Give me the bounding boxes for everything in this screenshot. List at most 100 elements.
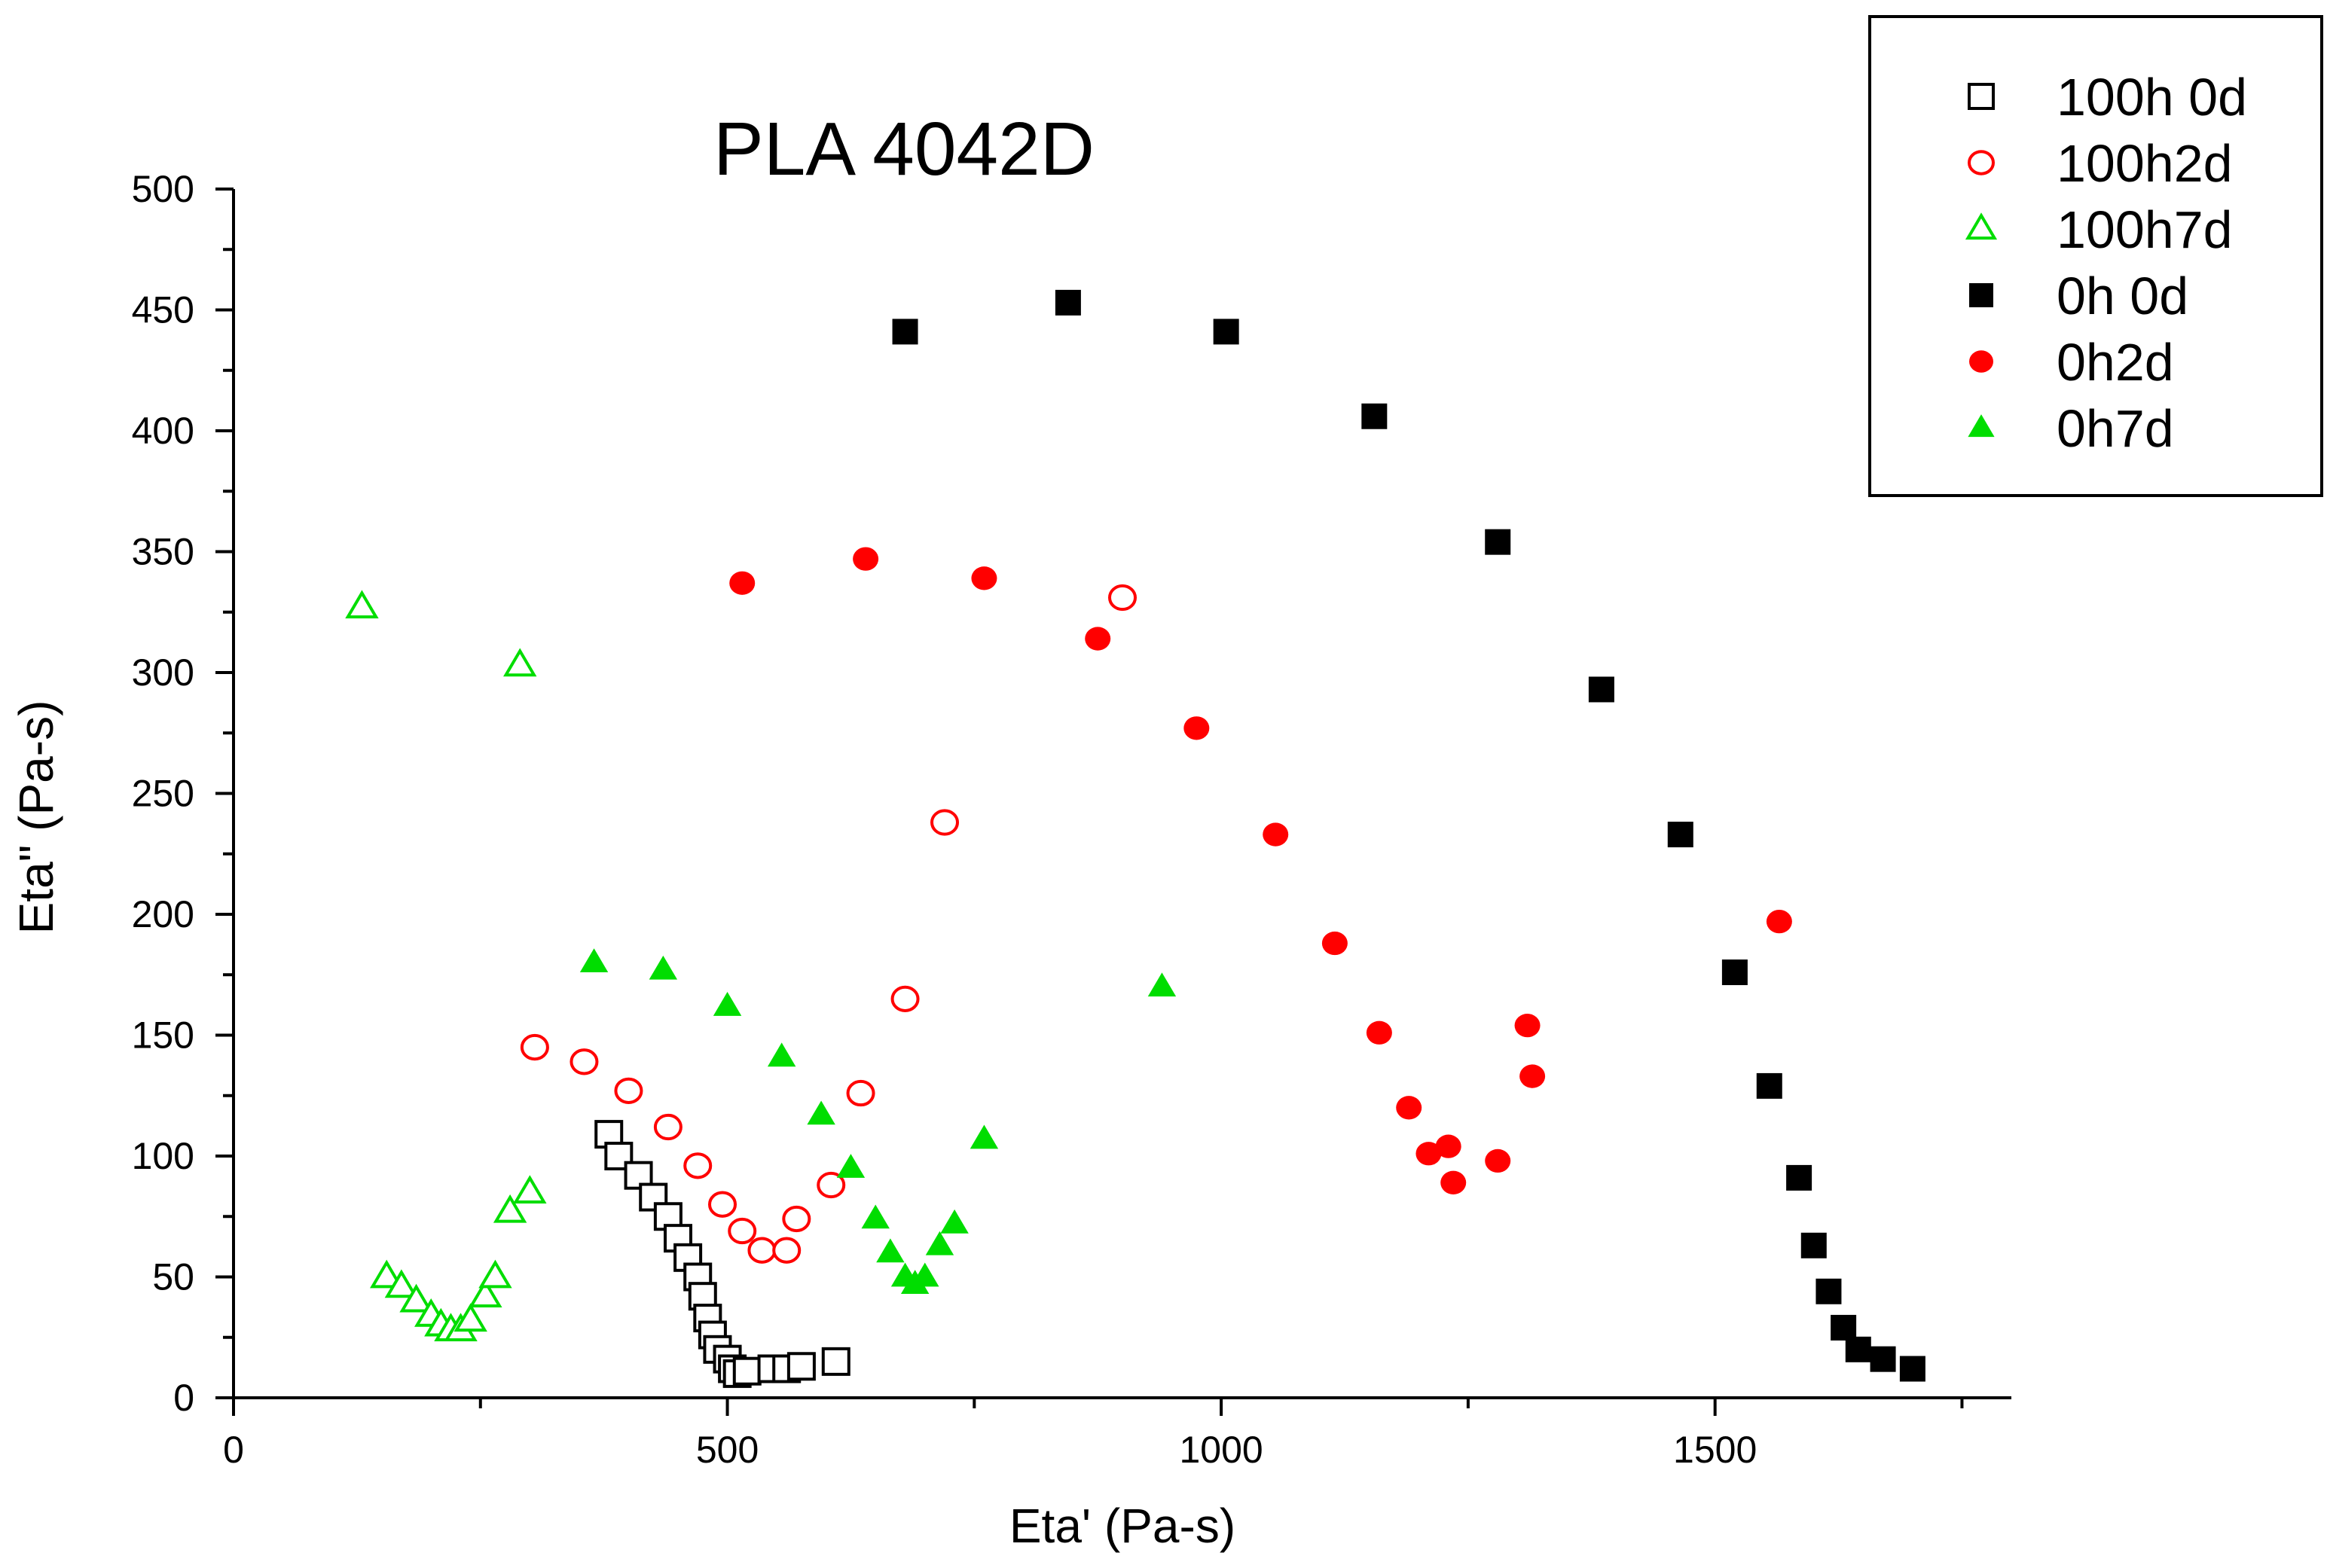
data-point xyxy=(614,1077,643,1104)
data-point xyxy=(1263,822,1289,847)
data-point xyxy=(1519,1064,1546,1088)
data-point xyxy=(876,1238,905,1263)
data-point xyxy=(1667,822,1693,848)
data-point xyxy=(971,566,997,590)
data-point xyxy=(1588,676,1614,703)
legend-label: 100h7d xyxy=(2057,200,2233,259)
data-point xyxy=(1899,1356,1925,1382)
legend-marker xyxy=(1969,350,1993,373)
data-point xyxy=(853,547,879,571)
data-point xyxy=(708,1191,737,1218)
y-tick-label: 200 xyxy=(132,893,194,935)
data-point xyxy=(925,1231,954,1255)
data-point xyxy=(1055,289,1081,316)
y-tick-label: 250 xyxy=(132,773,194,815)
data-point xyxy=(399,1283,433,1313)
data-point xyxy=(1870,1346,1896,1372)
data-point xyxy=(384,1269,419,1298)
y-tick-label: 50 xyxy=(152,1256,194,1298)
data-point xyxy=(1845,1336,1871,1362)
data-point xyxy=(836,1154,866,1178)
data-point xyxy=(772,1237,802,1264)
legend: 100h 0d 100h2d 100h7d 0h 0d 0h2d 0h7d xyxy=(1868,15,2323,497)
data-point xyxy=(861,1204,890,1229)
y-tick-label: 300 xyxy=(132,651,194,694)
x-tick-label: 1500 xyxy=(1673,1429,1757,1471)
data-point xyxy=(892,319,918,345)
x-tick-label: 0 xyxy=(223,1429,244,1471)
data-point xyxy=(1396,1096,1422,1120)
data-point xyxy=(729,571,756,595)
data-point xyxy=(786,1352,816,1381)
data-point xyxy=(713,992,742,1016)
data-point xyxy=(1440,1170,1467,1194)
data-point xyxy=(683,1152,713,1179)
data-point xyxy=(1485,1149,1511,1173)
data-point xyxy=(782,1205,811,1233)
data-point xyxy=(1831,1314,1857,1341)
axis-ticks: 0 500 1000 1500 0 50 100 150 200 250 300 350 400 450 5… xyxy=(132,168,1964,1471)
data-point xyxy=(513,1175,547,1204)
data-series xyxy=(345,289,1925,1388)
series-0h-0d xyxy=(892,289,1925,1382)
data-point xyxy=(807,1100,835,1125)
data-point xyxy=(520,1033,549,1061)
data-point xyxy=(503,648,537,677)
legend-marker xyxy=(1968,414,1995,438)
data-point xyxy=(970,1124,999,1149)
x-tick-label: 1000 xyxy=(1179,1429,1263,1471)
data-point xyxy=(649,955,678,980)
data-point xyxy=(1435,1134,1461,1158)
data-point xyxy=(1485,529,1511,555)
data-point xyxy=(1147,972,1177,997)
legend-label: 0h7d xyxy=(2057,399,2174,458)
data-point xyxy=(1366,1020,1392,1045)
data-point xyxy=(478,1259,512,1289)
series-0h7d xyxy=(579,948,1177,1294)
data-point xyxy=(453,1303,487,1332)
legend-box xyxy=(1868,15,2323,497)
legend-label: 0h 0d xyxy=(2057,267,2188,325)
y-tick-label: 100 xyxy=(132,1135,194,1177)
series-0h2d xyxy=(729,547,1792,1194)
data-point xyxy=(930,809,959,836)
y-axis-label: Eta" (Pa-s) xyxy=(9,700,63,935)
y-tick-label: 150 xyxy=(132,1014,194,1057)
data-point xyxy=(579,948,609,973)
data-point xyxy=(370,1259,404,1289)
data-point xyxy=(728,1217,757,1245)
data-point xyxy=(1108,584,1137,612)
y-tick-label: 400 xyxy=(132,410,194,452)
chart-title: PLA 4042D xyxy=(713,107,1095,191)
series-100h7d xyxy=(345,590,547,1341)
data-point xyxy=(747,1237,777,1264)
data-point xyxy=(345,590,379,619)
data-point xyxy=(911,1262,939,1287)
y-tick-label: 350 xyxy=(132,531,194,573)
data-point xyxy=(624,1161,653,1190)
data-point xyxy=(817,1171,846,1199)
x-tick-label: 500 xyxy=(696,1429,759,1471)
legend-label: 0h2d xyxy=(2057,333,2174,392)
data-point xyxy=(1361,403,1388,429)
data-point xyxy=(1183,716,1210,740)
data-point xyxy=(469,1279,502,1308)
y-tick-label: 0 xyxy=(173,1377,194,1419)
y-tick-label: 450 xyxy=(132,289,194,331)
legend-marker xyxy=(1968,150,1995,175)
data-point xyxy=(1415,1142,1442,1166)
legend-label: 100h2d xyxy=(2057,134,2233,193)
data-point xyxy=(732,1356,762,1386)
legend-label: 100h 0d xyxy=(2057,68,2247,127)
data-point xyxy=(1321,931,1348,956)
data-point xyxy=(1085,627,1111,651)
data-point xyxy=(1213,319,1239,345)
legend-marker xyxy=(1965,212,1998,240)
data-point xyxy=(767,1042,796,1067)
series-100h2d xyxy=(520,584,1137,1264)
legend-marker xyxy=(1969,283,1993,307)
data-point xyxy=(653,1113,683,1141)
data-point xyxy=(890,985,920,1012)
data-point xyxy=(493,1194,527,1223)
